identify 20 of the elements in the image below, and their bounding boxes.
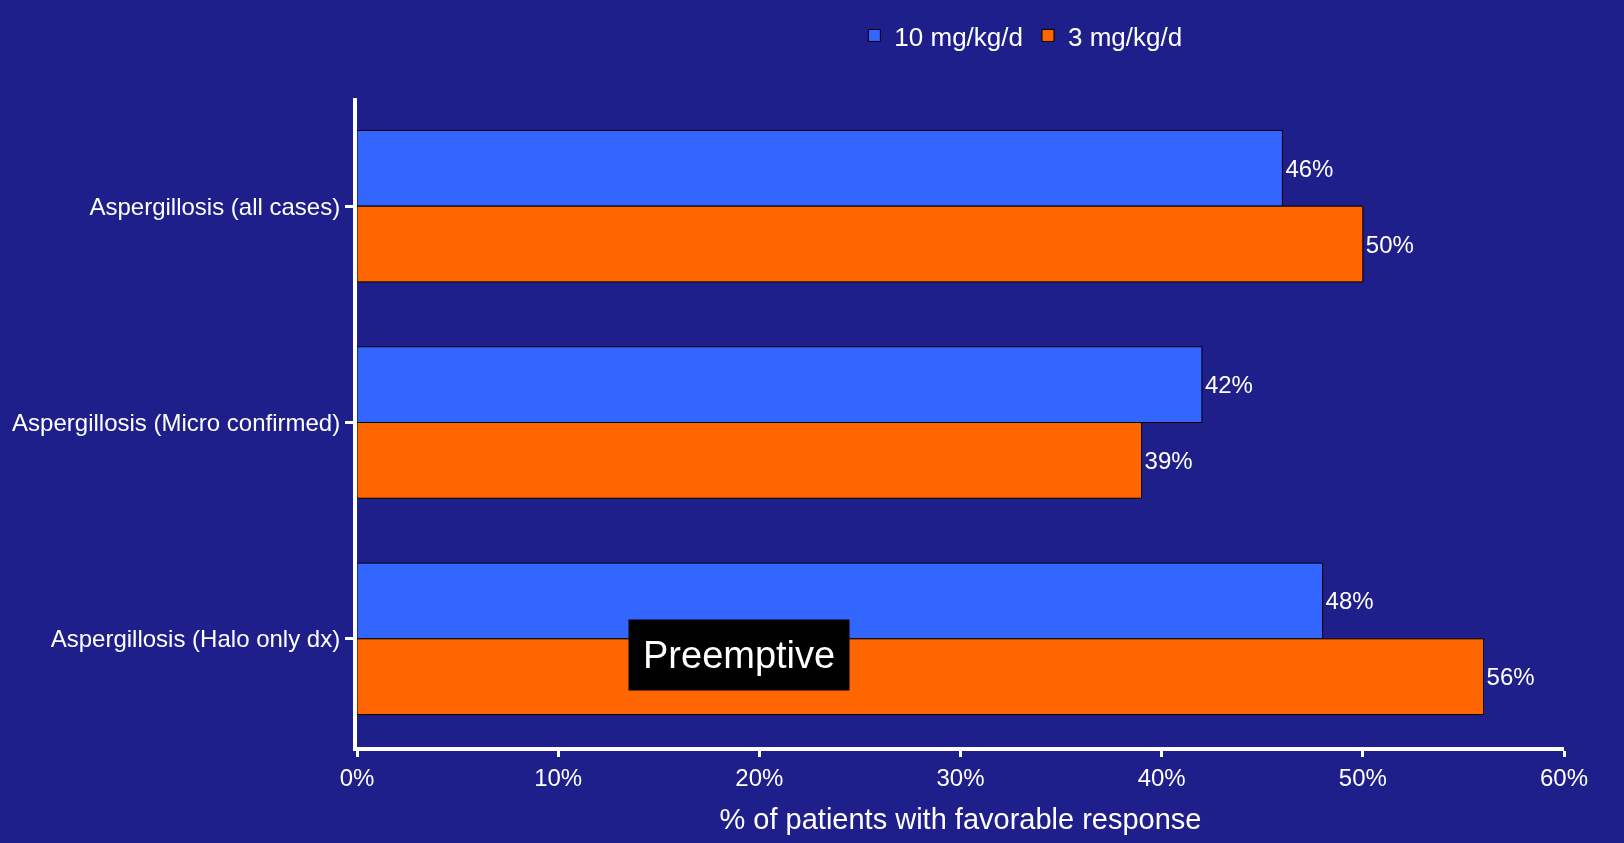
x-tick-label: 50% [1338,763,1387,791]
legend-label: 3 mg/kg/d [1067,21,1183,52]
data-label: 42% [1204,371,1253,399]
data-label: 50% [1365,230,1414,258]
x-tick-label: 60% [1539,763,1589,791]
annotation: Preemptive [643,634,836,676]
data-label: 48% [1325,587,1374,615]
y-tick-label: Aspergillosis (all cases) [89,192,341,220]
x-tick-label: 0% [339,763,375,791]
data-label: 46% [1285,154,1334,182]
legend-label: 10 mg/kg/d [894,21,1023,52]
x-tick-label: 10% [534,763,583,791]
y-tick-label: Aspergillosis (Micro confirmed) [12,408,341,436]
data-label: 56% [1486,663,1535,691]
y-tick-label: Aspergillosis (Halo only dx) [50,625,341,653]
x-axis-title: % of patients with favorable response [719,803,1202,836]
data-label: 39% [1144,446,1193,474]
x-tick-label: 40% [1137,763,1186,791]
x-tick-label: 30% [936,763,985,791]
x-tick-label: 20% [735,763,784,791]
